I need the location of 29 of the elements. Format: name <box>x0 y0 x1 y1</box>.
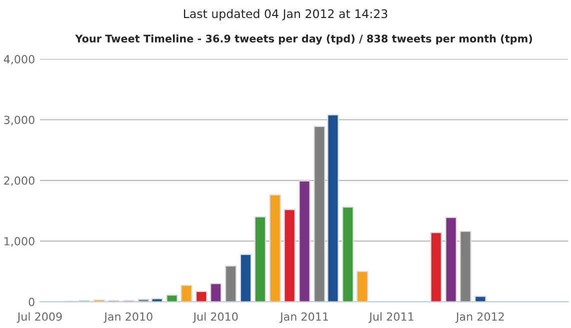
text: Last updated 04 Jan 2012 at 14:23 <box>184 9 388 20</box>
bar <box>210 283 222 302</box>
x-tick-label: Jan 2012 <box>455 312 504 323</box>
bar <box>356 270 368 302</box>
bar <box>474 296 486 302</box>
y-tick-label: 1,000 <box>4 237 34 247</box>
bar <box>254 216 266 302</box>
x-tick-label: Jul 2009 <box>16 312 62 323</box>
bar <box>445 216 457 302</box>
bar <box>460 230 472 302</box>
y-tick-label: 2,000 <box>4 176 34 186</box>
bar <box>196 290 208 302</box>
bar <box>166 294 178 302</box>
bar <box>342 206 354 302</box>
y-tick-label: 3,000 <box>4 116 34 126</box>
bar <box>180 284 192 302</box>
bar <box>240 254 252 302</box>
bar <box>430 232 442 302</box>
x-tick-label: Jan 2011 <box>279 312 328 323</box>
x-tick-label: Jul 2011 <box>368 312 414 323</box>
bar <box>269 194 281 302</box>
x-tick-label: Jul 2010 <box>192 312 238 323</box>
y-tick-label: 4,000 <box>4 55 34 65</box>
bar <box>224 265 237 302</box>
x-tick-label: Jan 2010 <box>104 312 152 323</box>
y-tick-label: 0 <box>28 298 34 306</box>
bar <box>284 208 296 302</box>
chart-title: Your Tweet Timeline - 36.9 tweets per day (tpd) / 838 tweets per month (tpm) <box>75 34 532 45</box>
bar <box>298 180 310 302</box>
